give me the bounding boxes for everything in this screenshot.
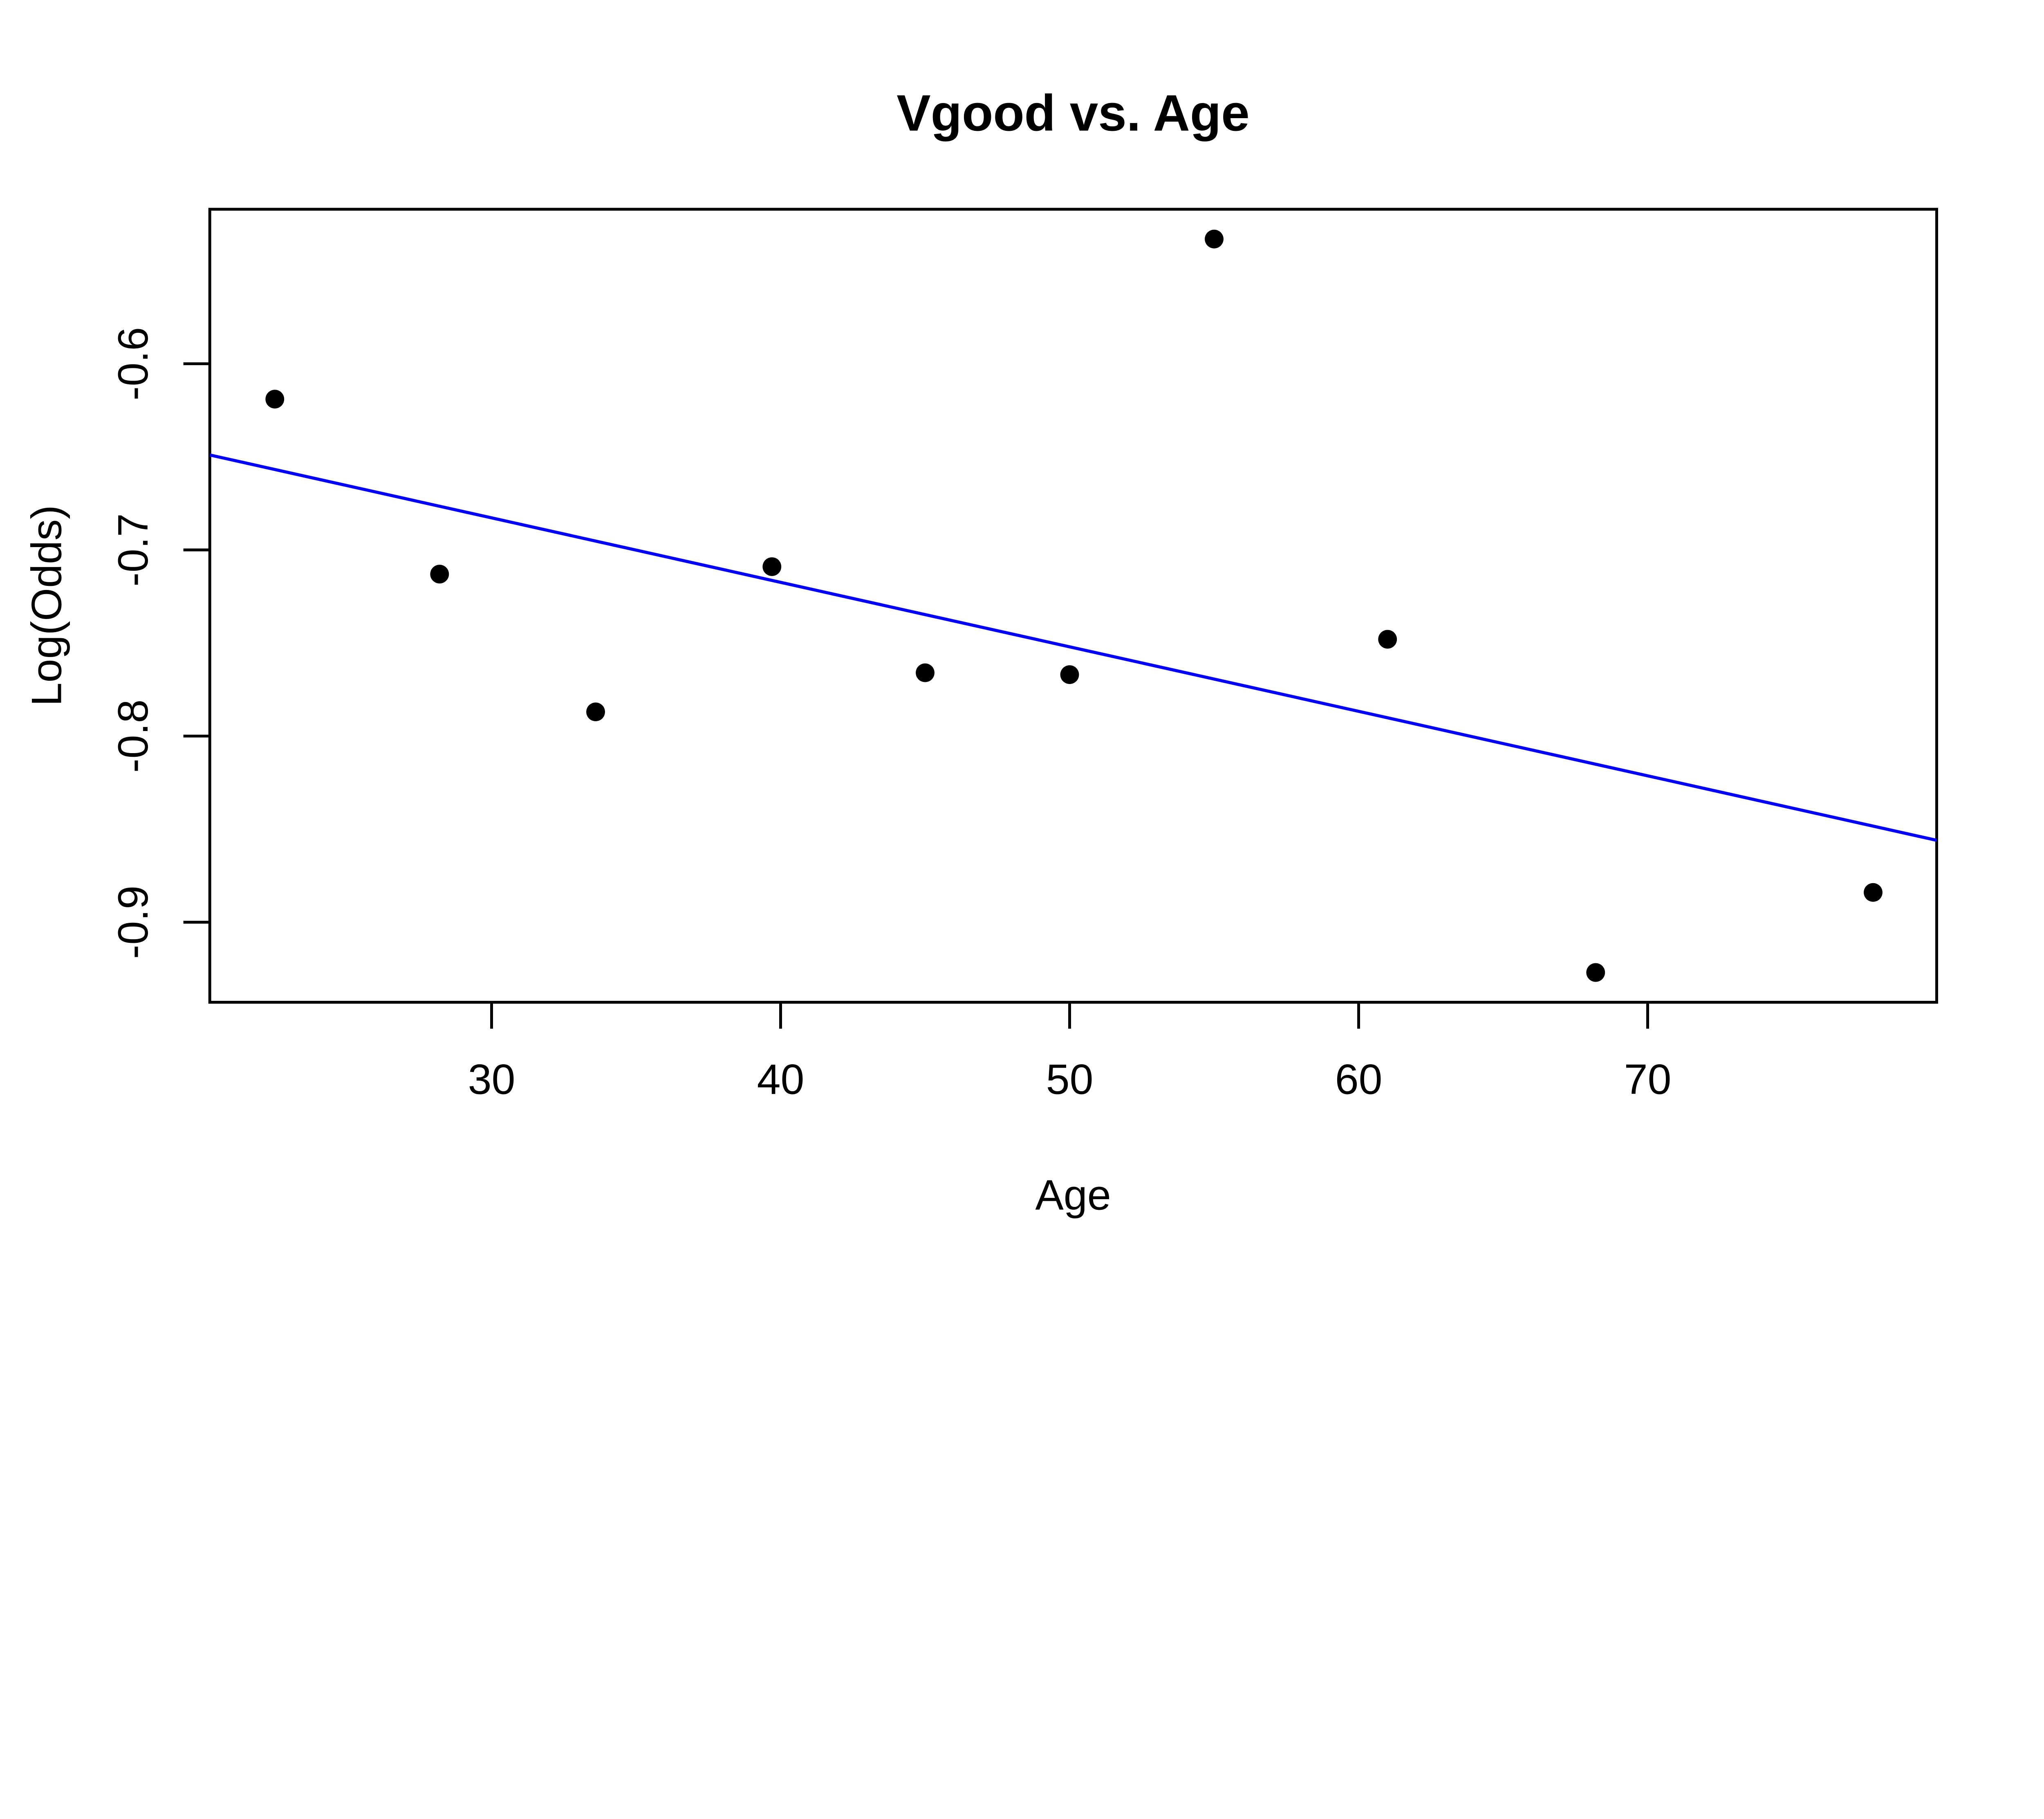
x-tick-label: 30 (468, 1056, 515, 1104)
x-tick-label: 70 (1624, 1056, 1672, 1104)
data-points-layer (265, 229, 1883, 982)
regression-line-layer (209, 453, 1937, 842)
x-tick-label: 60 (1335, 1056, 1383, 1104)
x-axis: 30 40 50 60 70 (468, 1002, 1672, 1104)
y-tick-label: -0.6 (110, 327, 157, 400)
data-point (916, 663, 935, 682)
x-tick-label: 50 (1046, 1056, 1094, 1104)
data-point (1864, 883, 1883, 902)
data-point (762, 557, 782, 576)
y-axis: -0.6 -0.7 -0.8 -0.9 (110, 327, 210, 959)
data-point (1205, 229, 1224, 249)
plot-box (208, 208, 1938, 1004)
data-point (1060, 665, 1079, 684)
scatter-plot: 30 40 50 60 70 -0.6 -0.7 -0.8 -0.9 Vgood vs. Ag… (23, 85, 1938, 1219)
data-point (1378, 630, 1397, 649)
y-tick-label: -0.9 (110, 886, 157, 959)
regression-line (209, 453, 1937, 842)
data-point (430, 565, 449, 584)
data-point (1586, 963, 1605, 982)
y-axis-title: Log(Odds) (23, 505, 70, 706)
x-axis-title: Age (1035, 1171, 1111, 1219)
x-tick-label: 40 (757, 1056, 805, 1104)
r-plot-window: 30 40 50 60 70 -0.6 -0.7 -0.8 -0.9 Vgood vs. Ag… (23, 85, 1938, 1219)
chart-title: Vgood vs. Age (896, 85, 1249, 141)
data-point (265, 390, 285, 409)
y-tick-label: -0.7 (110, 513, 157, 586)
data-point (586, 702, 605, 722)
y-tick-label: -0.8 (110, 700, 157, 773)
